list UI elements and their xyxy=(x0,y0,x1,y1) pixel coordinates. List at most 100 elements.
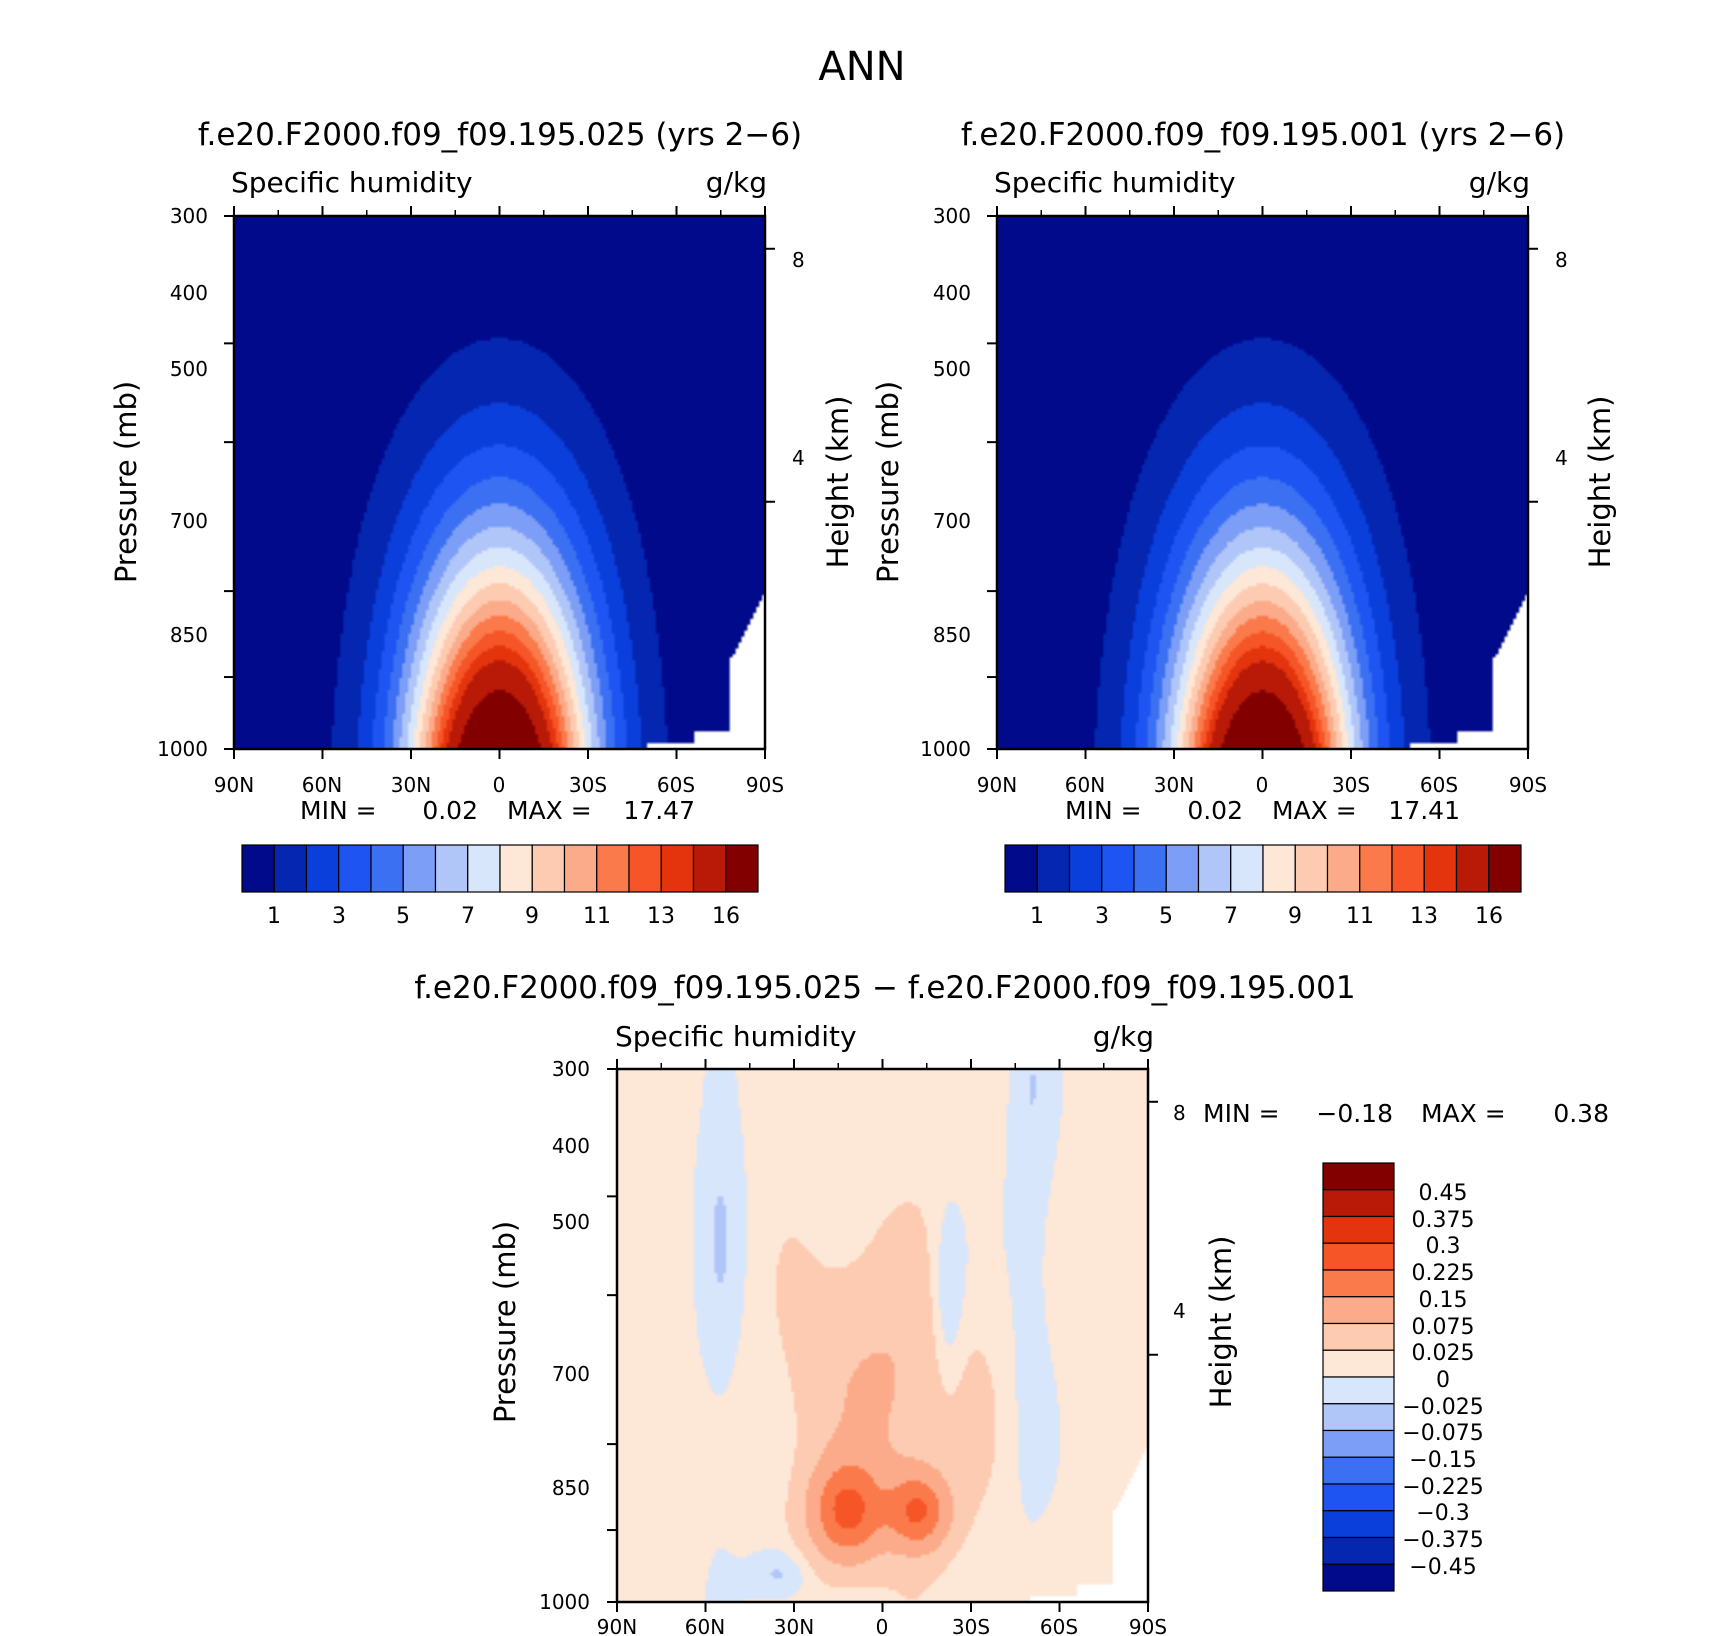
panel-1-cbar-label-7: 7 xyxy=(461,904,475,929)
panel-3-y-tick-labels: 300 400 500 700 850 1000 xyxy=(539,1057,590,1614)
panel-2-ytick-700: 700 xyxy=(933,509,971,533)
colorbar-swatch xyxy=(1262,844,1296,893)
panel-3-ytick-700: 700 xyxy=(552,1362,590,1386)
panel-1-xtick-0: 0 xyxy=(493,773,506,797)
panel-1-cbar-label-9: 9 xyxy=(525,904,539,929)
panel-1-xtick-30N: 30N xyxy=(391,773,431,797)
colorbar-swatch xyxy=(628,844,662,893)
panel-2-cbar-label-16: 16 xyxy=(1475,904,1503,929)
panel-3-y2-tick-labels: 8 4 xyxy=(1173,1101,1186,1323)
colorbar-swatch xyxy=(1322,1563,1395,1592)
panel-3-cbar-label-9: −0.075 xyxy=(1402,1421,1483,1446)
panel-1-xtick-30S: 30S xyxy=(569,773,607,797)
panel-3-cbar-label-4: 0.15 xyxy=(1419,1288,1468,1313)
panel-1-y2label: Height (km) xyxy=(821,396,855,569)
panel-3-right-subtitle: g/kg xyxy=(1093,1020,1154,1053)
colorbar-swatch xyxy=(1488,844,1522,893)
panel-2-max-label: MAX = xyxy=(1272,796,1357,825)
panel-3-cbar-label-11: −0.225 xyxy=(1402,1475,1483,1500)
panel-3-ytick-850: 850 xyxy=(552,1476,590,1500)
panel-3-contour-field xyxy=(617,1069,1148,1602)
panel-1-ytick-500: 500 xyxy=(170,357,208,381)
panel-3-xtick-60N: 60N xyxy=(685,1615,725,1636)
colorbar-swatch xyxy=(1322,1536,1395,1565)
colorbar-swatch xyxy=(1322,1403,1395,1432)
panel-2-y2-tick-labels: 8 4 xyxy=(1555,248,1568,470)
panel-1-cbar-label-5: 5 xyxy=(396,904,410,929)
panel-1-colorbar xyxy=(241,844,759,893)
colorbar-swatch xyxy=(338,844,372,893)
panel-3-cbar-label-12: −0.3 xyxy=(1416,1501,1469,1526)
colorbar-swatch xyxy=(1165,844,1200,893)
panel-3-xtick-60S: 60S xyxy=(1040,1615,1078,1636)
panel-2-title: f.e20.F2000.f09_f09.195.001 (yrs 2−6) xyxy=(961,117,1565,153)
panel-1-contour-field xyxy=(234,216,765,749)
panel-1-y2tick-8: 8 xyxy=(792,248,805,272)
panel-2-cbar-label-9: 9 xyxy=(1288,904,1302,929)
panel-2-ytick-500: 500 xyxy=(933,357,971,381)
panel-3-cbar-label-5: 0.075 xyxy=(1412,1315,1475,1340)
panel-3-xtick-90N: 90N xyxy=(597,1615,637,1636)
colorbar-swatch xyxy=(725,844,759,893)
panel-2-ytick-1000: 1000 xyxy=(920,737,971,761)
panel-2-xtick-90N: 90N xyxy=(977,773,1017,797)
panel-3-cbar-label-14: −0.45 xyxy=(1409,1555,1476,1580)
colorbar-swatch xyxy=(370,844,404,893)
colorbar-swatch xyxy=(1133,844,1167,893)
panel-1-xtick-90S: 90S xyxy=(746,773,784,797)
panel-3-min-label: MIN = xyxy=(1203,1099,1280,1128)
panel-2-cbar-label-5: 5 xyxy=(1159,904,1173,929)
panel-3-ytick-400: 400 xyxy=(552,1134,590,1158)
panel-2-ticks xyxy=(987,206,1538,759)
panel-1-ytick-300: 300 xyxy=(170,204,208,228)
panel-3-cbar-label-7: 0 xyxy=(1436,1368,1450,1393)
panel-3-cbar-label-0: 0.45 xyxy=(1419,1181,1468,1206)
panel-2-ylabel: Pressure (mb) xyxy=(871,381,905,583)
panel-3-left-subtitle: Specific humidity xyxy=(615,1020,857,1053)
colorbar-swatch xyxy=(1004,844,1038,893)
panel-2: f.e20.F2000.f09_f09.195.001 (yrs 2−6) Sp… xyxy=(871,117,1617,929)
colorbar-swatch xyxy=(1036,844,1071,893)
panel-3-ticks xyxy=(607,1059,1158,1612)
colorbar-swatch xyxy=(563,844,598,893)
panel-1-x-tick-labels: 90N 60N 30N 0 30S 60S 90S xyxy=(214,773,784,797)
panel-1-max-value: 17.47 xyxy=(623,796,695,825)
panel-2-ytick-300: 300 xyxy=(933,204,971,228)
panel-1-max-label: MAX = xyxy=(507,796,592,825)
panel-2-cbar-label-11: 11 xyxy=(1346,904,1374,929)
panel-1-ytick-850: 850 xyxy=(170,623,208,647)
panel-3-title: f.e20.F2000.f09_f09.195.025 − f.e20.F200… xyxy=(414,970,1355,1006)
panel-1-xtick-60N: 60N xyxy=(302,773,342,797)
panel-3-x-tick-labels: 90N 60N 30N 0 30S 60S 90S xyxy=(597,1615,1167,1636)
panel-2-xtick-30N: 30N xyxy=(1154,773,1194,797)
colorbar-swatch xyxy=(1101,844,1135,893)
colorbar-swatch xyxy=(1455,844,1490,893)
panel-2-y2tick-4: 4 xyxy=(1555,446,1568,470)
panel-3-cbar-label-8: −0.025 xyxy=(1402,1395,1483,1420)
panel-2-colorbar xyxy=(1004,844,1522,893)
panel-1-left-subtitle: Specific humidity xyxy=(231,166,473,199)
panel-3-cbar-label-3: 0.225 xyxy=(1412,1261,1475,1286)
panel-3-cbar-label-6: 0.025 xyxy=(1412,1341,1475,1366)
colorbar-swatch xyxy=(273,844,308,893)
panel-2-xtick-60S: 60S xyxy=(1420,773,1458,797)
panel-3-xtick-30N: 30N xyxy=(774,1615,814,1636)
colorbar-swatch xyxy=(1423,844,1458,893)
panel-3-ytick-500: 500 xyxy=(552,1210,590,1234)
page-title: ANN xyxy=(818,44,905,90)
panel-2-cbar-label-1: 1 xyxy=(1030,904,1044,929)
panel-2-min-value: 0.02 xyxy=(1187,796,1243,825)
colorbar-swatch xyxy=(1322,1269,1395,1298)
panel-1-right-subtitle: g/kg xyxy=(706,166,767,199)
colorbar-swatch xyxy=(1322,1215,1395,1244)
panel-1-minmax: MIN = 0.02 MAX = 17.47 xyxy=(300,796,695,825)
colorbar-swatch xyxy=(660,844,695,893)
colorbar-swatch xyxy=(1326,844,1361,893)
panel-2-xtick-60N: 60N xyxy=(1065,773,1105,797)
panel-1-title: f.e20.F2000.f09_f09.195.025 (yrs 2−6) xyxy=(198,117,802,153)
panel-1-cbar-label-16: 16 xyxy=(712,904,740,929)
colorbar-swatch xyxy=(531,844,566,893)
panel-3-min-value: −0.18 xyxy=(1316,1099,1393,1128)
panel-3-max-value: 0.38 xyxy=(1553,1099,1609,1128)
panel-1-min-value: 0.02 xyxy=(422,796,478,825)
